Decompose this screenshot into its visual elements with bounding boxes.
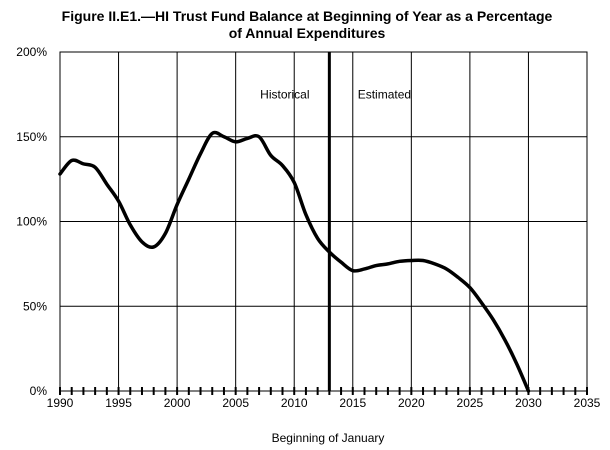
chart-title-line1: Figure II.E1.—HI Trust Fund Balance at B… xyxy=(62,8,553,24)
plot-area-frame xyxy=(59,51,588,392)
chart-title-line2: of Annual Expenditures xyxy=(229,25,386,41)
x-axis-label: Beginning of January xyxy=(272,431,385,445)
x-tick-label: 2000 xyxy=(164,396,191,410)
x-tick-label: 2010 xyxy=(281,396,308,410)
x-tick-label: 2030 xyxy=(515,396,542,410)
y-tick-label: 0% xyxy=(30,384,48,398)
x-tick-label: 2005 xyxy=(222,396,249,410)
x-tick-label: 2020 xyxy=(398,396,425,410)
x-tick-label: 2025 xyxy=(457,396,484,410)
x-tick-label: 1990 xyxy=(47,396,74,410)
x-axis: 1990 1995 2000 2005 2010 2015 2020 2025 2030 2035 xyxy=(47,387,601,410)
grid xyxy=(60,52,587,391)
x-tick-label: 1995 xyxy=(105,396,132,410)
annotation-historical: Historical xyxy=(260,87,309,101)
x-tick-label: 2035 xyxy=(574,396,601,410)
annotation-estimated: Estimated xyxy=(358,87,411,101)
y-tick-label: 100% xyxy=(16,215,47,229)
series-line-trust-fund-ratio xyxy=(58,130,531,393)
y-tick-label: 150% xyxy=(16,130,47,144)
annotations: Historical Estimated xyxy=(260,87,411,101)
x-tick-label: 2015 xyxy=(339,396,366,410)
y-axis: 0% 50% 100% 150% 200% xyxy=(16,45,47,398)
y-tick-label: 200% xyxy=(16,45,47,59)
y-tick-label: 50% xyxy=(23,299,47,313)
